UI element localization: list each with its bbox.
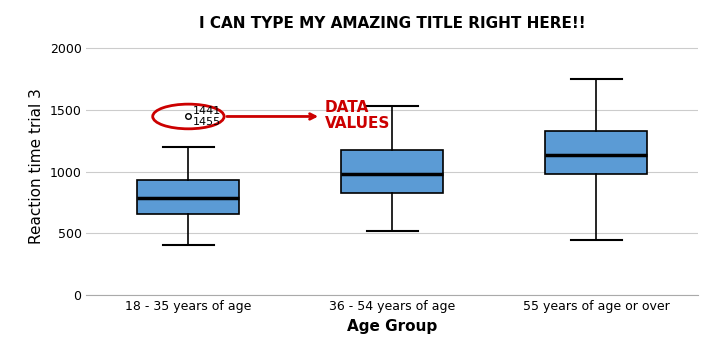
Text: DATA
VALUES: DATA VALUES (325, 100, 390, 131)
Text: 1441: 1441 (192, 106, 221, 116)
Text: 1455: 1455 (192, 117, 220, 127)
Y-axis label: Reaction time trial 3: Reaction time trial 3 (29, 88, 44, 243)
PathPatch shape (546, 131, 647, 174)
PathPatch shape (138, 180, 239, 214)
Title: I CAN TYPE MY AMAZING TITLE RIGHT HERE!!: I CAN TYPE MY AMAZING TITLE RIGHT HERE!! (199, 16, 585, 31)
PathPatch shape (341, 150, 444, 193)
X-axis label: Age Group: Age Group (347, 319, 438, 334)
